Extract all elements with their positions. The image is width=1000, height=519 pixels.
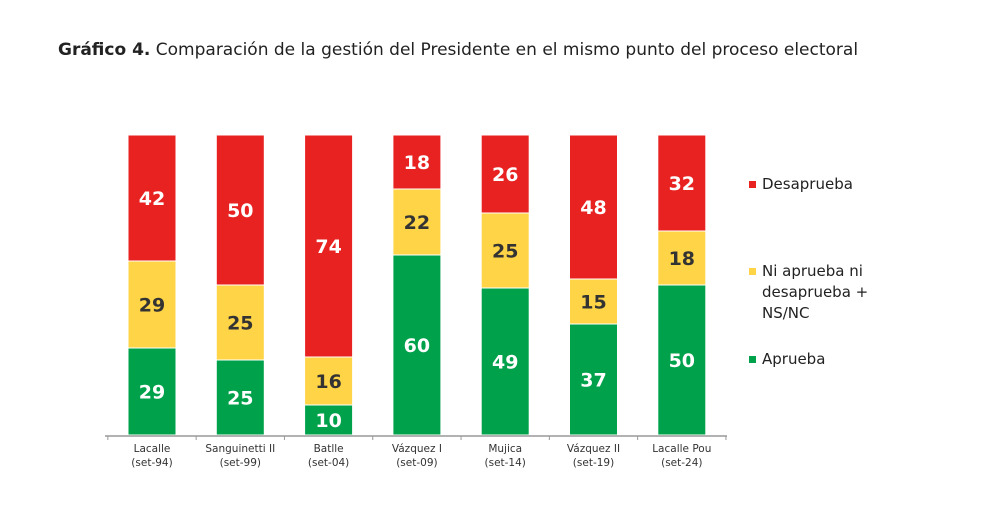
- bar-segment: [569, 323, 618, 436]
- legend-aprueba: Aprueba: [762, 350, 826, 368]
- bar-segment: [480, 212, 530, 289]
- legend-swatch-desaprueba: [749, 181, 756, 188]
- data-label: 18: [669, 248, 695, 270]
- x-tick-label: Mujica: [488, 443, 522, 455]
- title-text: Comparación de la gestión del Presidente…: [155, 40, 859, 60]
- legend-ni-line1: Ni aprueba ni: [762, 262, 863, 280]
- x-tick-label: (set-04): [308, 457, 349, 469]
- x-tick-label: Lacalle Pou: [652, 443, 711, 455]
- data-label: 25: [227, 388, 253, 410]
- legend-ni-line2: desaprueba +: [762, 283, 869, 301]
- bar-segment: [569, 134, 618, 280]
- x-tick-label: Vázquez I: [392, 443, 442, 455]
- title-bold: Gráfico 4.: [58, 40, 151, 60]
- data-label: 60: [404, 335, 430, 357]
- x-tick-label: (set-09): [396, 457, 437, 469]
- x-tick-label: (set-19): [573, 457, 614, 469]
- bar-segment: [657, 230, 707, 286]
- legend-ni: Ni aprueba ni desaprueba + NS/NC: [762, 261, 868, 324]
- legend-swatch-aprueba: [749, 356, 756, 363]
- legend-ni-line3: NS/NC: [762, 304, 810, 322]
- data-label: 48: [580, 197, 606, 219]
- bar-segment: [215, 134, 265, 286]
- x-tick-label: Batlle: [314, 443, 344, 455]
- bar-segment: [392, 134, 442, 190]
- x-tick-label: Lacalle: [134, 443, 171, 455]
- data-label: 18: [404, 152, 430, 174]
- x-tick-label: Vázquez II: [567, 443, 620, 455]
- x-tick-label: (set-99): [220, 457, 261, 469]
- data-label: 15: [580, 292, 606, 314]
- chart-title: Gráfico 4. Comparación de la gestión del…: [58, 38, 913, 62]
- data-label: 49: [492, 352, 518, 374]
- bar-segment: [569, 278, 618, 325]
- legend-swatch-ni: [749, 268, 756, 275]
- data-label: 50: [669, 350, 695, 372]
- x-tick-label: Sanguinetti II: [205, 443, 275, 455]
- bar-segment: [127, 260, 177, 349]
- x-tick-label: (set-14): [485, 457, 526, 469]
- data-label: 32: [669, 173, 695, 195]
- bar-segment: [657, 284, 707, 436]
- data-label: 25: [227, 313, 253, 335]
- data-label: 50: [227, 200, 253, 222]
- data-label: 37: [580, 370, 606, 392]
- bar-segment: [657, 134, 707, 232]
- bar-segment: [480, 134, 530, 214]
- bar-segment: [127, 347, 177, 436]
- bar-segment: [304, 134, 354, 358]
- data-label: 29: [139, 295, 165, 317]
- bar-segment: [304, 404, 354, 436]
- bar-segment: [304, 356, 354, 406]
- data-label: 42: [139, 188, 165, 210]
- bar-segment: [127, 134, 177, 262]
- data-label: 26: [492, 164, 518, 186]
- bar-segment: [480, 287, 530, 436]
- data-label: 16: [315, 371, 341, 393]
- bar-segment: [392, 254, 442, 436]
- data-label: 29: [139, 382, 165, 404]
- x-tick-label: (set-24): [661, 457, 702, 469]
- data-label: 22: [404, 212, 430, 234]
- data-label: 74: [315, 236, 341, 258]
- legend-desaprueba: Desaprueba: [762, 175, 853, 193]
- data-label: 25: [492, 241, 518, 263]
- data-label: 10: [315, 410, 341, 432]
- x-tick-label: (set-94): [131, 457, 172, 469]
